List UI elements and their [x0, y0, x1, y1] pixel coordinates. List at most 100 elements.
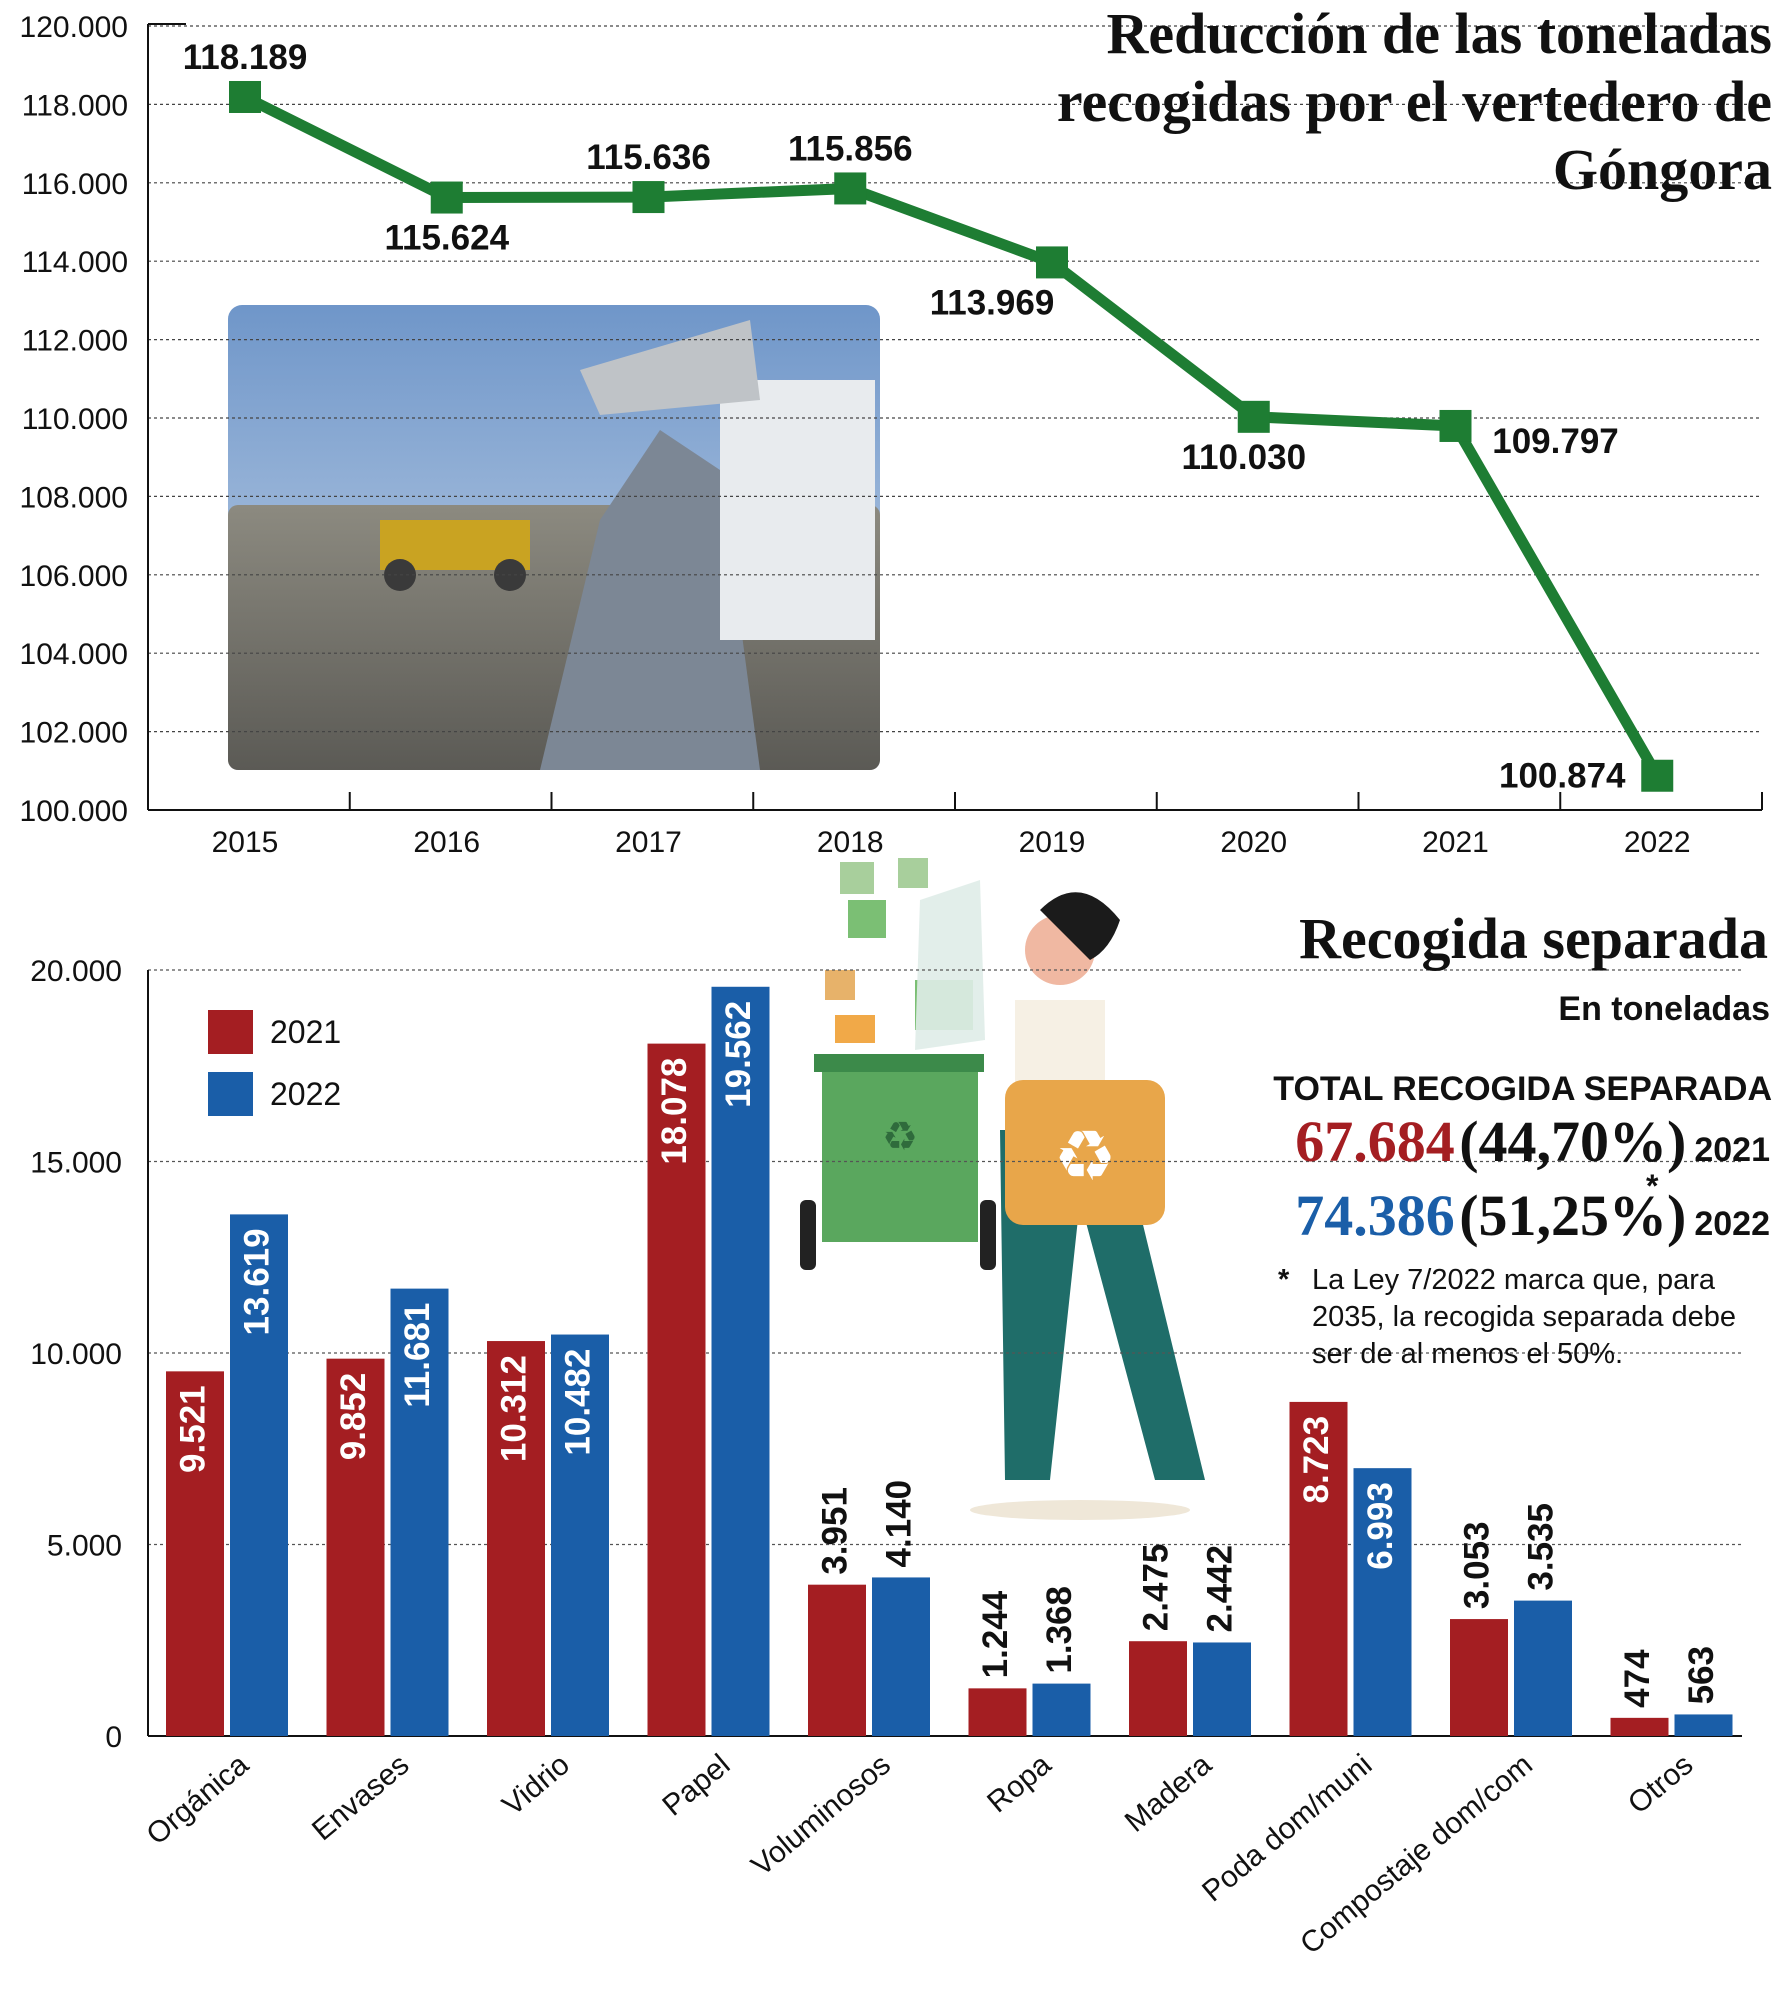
note-text: La Ley 7/2022 marca que, para 2035, la r… — [1312, 1264, 1737, 1370]
line-x-tick-label: 2021 — [1422, 826, 1489, 859]
line-y-tick-label: 118.000 — [22, 89, 128, 122]
bar-data-label: 19.562 — [719, 1001, 758, 1108]
line-chart-title: Reducción de las toneladas recogidas por… — [1056, 1, 1772, 202]
total-value-2021: 67.684 — [1295, 1109, 1455, 1174]
total-percent-2022: (51,25%) — [1459, 1183, 1687, 1248]
line-x-tick-label: 2016 — [413, 826, 480, 859]
bar-2022 — [390, 1288, 449, 1736]
recycling-illustration: ♻ ♻ — [800, 858, 1205, 1520]
bar-category-label: Orgánica — [140, 1748, 255, 1852]
bar-data-label: 9.852 — [334, 1373, 373, 1461]
bar-2021 — [326, 1358, 385, 1736]
bar-category-label: Vidrio — [496, 1748, 576, 1822]
bar-2022 — [1514, 1600, 1572, 1736]
bar-category-label: Ropa — [981, 1748, 1057, 1820]
total-value-2022: 74.386 — [1295, 1183, 1455, 1248]
line-data-label: 109.797 — [1492, 422, 1619, 461]
bar-data-label: 6.993 — [1361, 1482, 1400, 1570]
line-data-label: 113.969 — [930, 283, 1055, 322]
bar-y-tick-label: 20.000 — [30, 955, 122, 988]
line-x-tick-label: 2015 — [212, 826, 279, 859]
bar-data-label: 474 — [1618, 1649, 1657, 1708]
line-y-tick-label: 106.000 — [20, 560, 128, 593]
line-y-tick-label: 102.000 — [20, 717, 128, 750]
bar-category-label: Madera — [1119, 1748, 1218, 1839]
line-y-tick-label: 120.000 — [20, 11, 128, 44]
line-data-label: 115.856 — [788, 129, 913, 168]
line-point-marker — [430, 181, 463, 214]
bar-y-tick-label: 5.000 — [47, 1530, 122, 1563]
bar-y-tick-label: 10.000 — [30, 1338, 122, 1371]
note-asterisk: * — [1278, 1264, 1290, 1296]
total-year-2022: 2022 — [1694, 1205, 1770, 1243]
line-y-tick-label: 116.000 — [22, 168, 128, 201]
landfill-photo — [228, 305, 880, 770]
bar-data-label: 3.053 — [1457, 1521, 1496, 1609]
total-year-2021: 2021 — [1694, 1131, 1770, 1169]
line-point-marker — [1641, 759, 1674, 792]
bar-2021 — [1450, 1619, 1508, 1736]
svg-text:♻: ♻ — [1054, 1115, 1117, 1197]
bar-data-label: 563 — [1682, 1646, 1721, 1704]
bar-2022 — [872, 1577, 930, 1736]
total-label: TOTAL RECOGIDA SEPARADA — [1273, 1070, 1772, 1108]
line-point-marker — [834, 172, 867, 205]
line-y-tick-label: 104.000 — [20, 638, 128, 671]
line-data-label: 110.030 — [1181, 438, 1306, 477]
line-y-tick-label: 110.000 — [22, 403, 128, 436]
bar-data-label: 8.723 — [1297, 1416, 1336, 1504]
bar-2021 — [166, 1371, 224, 1736]
line-data-label: 115.624 — [384, 219, 509, 258]
line-x-tick-label: 2019 — [1019, 826, 1086, 859]
legend-swatch-2022 — [208, 1072, 253, 1116]
line-data-label: 100.874 — [1499, 757, 1626, 796]
line-point-marker — [1439, 409, 1472, 442]
bar-2022 — [230, 1214, 288, 1736]
bar-y-tick-label: 15.000 — [30, 1147, 122, 1180]
bar-chart-subtitle: En toneladas — [1558, 990, 1770, 1028]
bar-2022 — [1353, 1468, 1412, 1736]
line-chart: 100.000 102.000 104.000 106.000 108.000 110.0… — [20, 11, 1763, 859]
bar-data-label: 1.244 — [976, 1590, 1015, 1678]
bar-chart: 0 5.000 10.000 15.000 20.000 9.521 13.619 Orgán… — [30, 955, 1742, 1961]
bar-data-label: 13.619 — [237, 1228, 276, 1335]
bar-category-label: Papel — [656, 1748, 736, 1823]
total-percent-2021: (44,70%) — [1459, 1109, 1687, 1174]
legend-label-2021: 2021 — [270, 1014, 341, 1050]
line-x-tick-label: 2017 — [615, 826, 682, 859]
bar-2021 — [968, 1688, 1027, 1736]
line-x-tick-label: 2022 — [1624, 826, 1691, 859]
bar-data-label: 10.482 — [558, 1349, 597, 1456]
legend-label-2022: 2022 — [270, 1076, 341, 1112]
bar-2022 — [711, 986, 770, 1736]
bar-2021 — [647, 1043, 706, 1736]
bar-data-label: 1.368 — [1040, 1586, 1079, 1674]
line-y-tick-label: 112.000 — [22, 325, 128, 358]
bar-data-label: 3.951 — [815, 1487, 854, 1575]
bar-2021 — [1610, 1717, 1669, 1736]
total-row-2022: 74.386 (51,25%) 2022 — [1295, 1182, 1770, 1249]
total-row-2021: 67.684 (44,70%) 2021 — [1295, 1108, 1770, 1175]
bar-2021 — [1289, 1401, 1348, 1736]
bar-chart-title: Recogida separada — [1299, 906, 1768, 971]
bar-data-label: 9.521 — [173, 1385, 212, 1473]
line-point-marker — [1036, 246, 1068, 279]
bar-2021 — [487, 1341, 545, 1736]
svg-text:♻: ♻ — [882, 1114, 918, 1160]
bar-y-tick-label: 0 — [105, 1721, 122, 1754]
legend-swatch-2021 — [208, 1010, 253, 1054]
bar-data-label: 18.078 — [655, 1058, 694, 1165]
bar-data-label: 2.442 — [1200, 1545, 1239, 1633]
bar-category-label: Envases — [306, 1748, 415, 1847]
line-x-tick-label: 2020 — [1220, 826, 1287, 859]
bar-category-label: Poda dom/muni — [1196, 1748, 1378, 1908]
bar-data-label: 2.475 — [1136, 1544, 1175, 1632]
bar-data-label: 11.681 — [398, 1303, 437, 1408]
line-point-marker — [1237, 400, 1270, 433]
bar-data-label: 3.535 — [1521, 1503, 1560, 1591]
line-point-marker — [229, 80, 261, 113]
line-point-marker — [632, 181, 665, 214]
line-y-tick-label: 114.000 — [22, 246, 128, 279]
line-x-tick-label: 2018 — [817, 826, 884, 859]
